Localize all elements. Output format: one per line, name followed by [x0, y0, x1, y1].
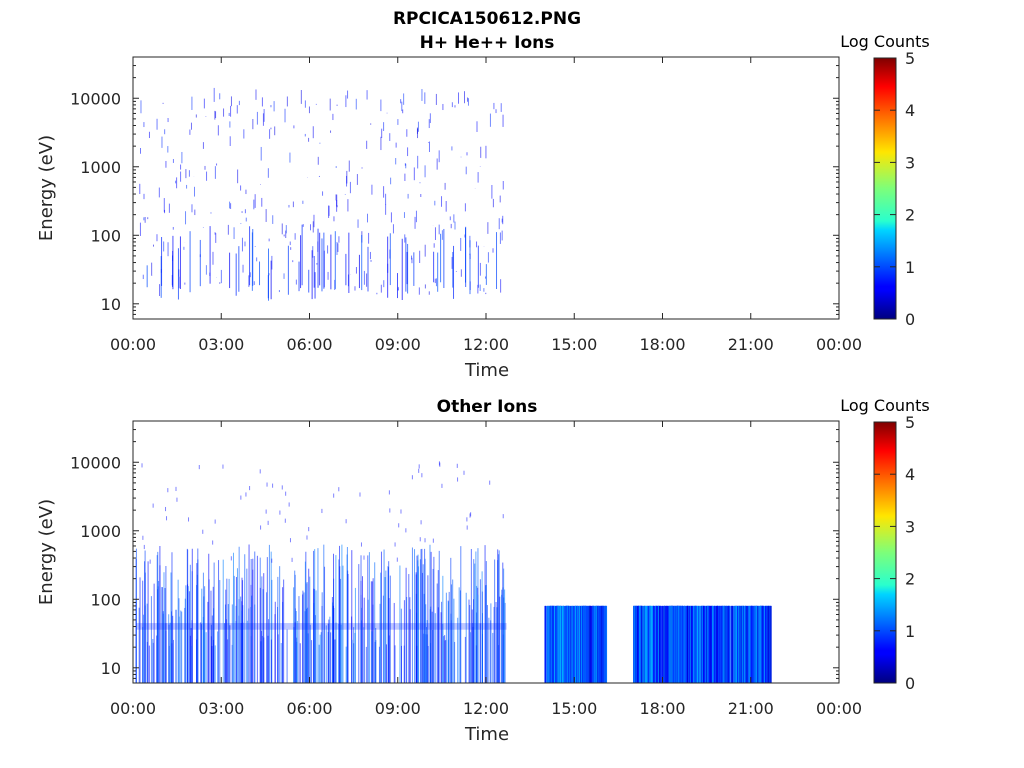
y-tick-label: 100 [90, 226, 121, 245]
colorbar-tick-label: 3 [905, 517, 915, 536]
colorbar-tick-label: 1 [905, 258, 915, 277]
x-tick-label: 09:00 [375, 699, 421, 718]
panel-title: H+ He++ Ions [420, 33, 555, 53]
y-axis-label: Energy (eV) [36, 499, 57, 605]
y-tick-label: 10 [101, 659, 121, 678]
colorbar-ticks: 0 1 2 3 4 5 [874, 49, 915, 329]
colorbar-tick-label: 4 [905, 101, 915, 120]
axis-ticks: 00:00 03:00 06:00 09:00 12:00 15:00 18:00 21:00… [70, 420, 862, 718]
spectrogram-band [135, 623, 507, 630]
y-tick-label: 10000 [70, 453, 121, 472]
x-axis-label: Time [464, 360, 509, 381]
x-tick-label: 00:00 [110, 335, 156, 354]
x-tick-label: 12:00 [463, 699, 509, 718]
x-tick-label: 15:00 [551, 699, 597, 718]
colorbar-label: Log Counts [840, 396, 930, 415]
colorbar-tick-label: 5 [905, 49, 915, 68]
colorbar-tick-label: 4 [905, 465, 915, 484]
x-axis-label: Time [464, 724, 509, 745]
colorbar-tick-label: 0 [905, 674, 915, 693]
colorbar-tick-label: 5 [905, 413, 915, 432]
x-tick-label: 06:00 [286, 699, 332, 718]
colorbar-tick-label: 3 [905, 153, 915, 172]
x-tick-label: 21:00 [728, 699, 774, 718]
x-tick-label: 12:00 [463, 335, 509, 354]
y-tick-label: 10000 [70, 89, 121, 108]
spectrogram-marks [135, 461, 772, 683]
colorbar-tick-label: 1 [905, 622, 915, 641]
panel-h-he-ions: H+ He++ Ions 00:00 03:00 06:00 09:00 12:00 15… [36, 32, 930, 381]
y-tick-label: 100 [90, 590, 121, 609]
y-tick-label: 1000 [80, 522, 121, 541]
x-tick-label: 21:00 [728, 335, 774, 354]
x-tick-label: 18:00 [639, 335, 685, 354]
x-tick-label: 15:00 [551, 335, 597, 354]
colorbar-label: Log Counts [840, 32, 930, 51]
y-tick-label: 1000 [80, 158, 121, 177]
x-tick-label: 18:00 [639, 699, 685, 718]
x-tick-label: 00:00 [816, 335, 862, 354]
colorbar-tick-label: 2 [905, 570, 915, 589]
y-axis-label: Energy (eV) [36, 135, 57, 241]
panel-other-ions: Other Ions 00:00 03:00 06:00 09:00 12:00 15:0… [36, 396, 930, 745]
colorbar-tick-label: 0 [905, 310, 915, 329]
y-tick-label: 10 [101, 295, 121, 314]
x-tick-label: 00:00 [816, 699, 862, 718]
panel-title: Other Ions [437, 397, 538, 417]
colorbar [873, 421, 897, 684]
x-tick-label: 03:00 [198, 699, 244, 718]
colorbar-ticks: 0 1 2 3 4 5 [874, 413, 915, 693]
x-tick-label: 03:00 [198, 335, 244, 354]
colorbar-tick-label: 2 [905, 206, 915, 225]
x-tick-label: 00:00 [110, 699, 156, 718]
figure-title: RPCICA150612.PNG [393, 9, 581, 29]
x-tick-label: 09:00 [375, 335, 421, 354]
x-tick-label: 06:00 [286, 335, 332, 354]
spectrogram-marks [139, 87, 504, 301]
colorbar [873, 57, 897, 320]
axis-ticks: 00:00 03:00 06:00 09:00 12:00 15:00 18:00 21:00… [70, 56, 862, 354]
